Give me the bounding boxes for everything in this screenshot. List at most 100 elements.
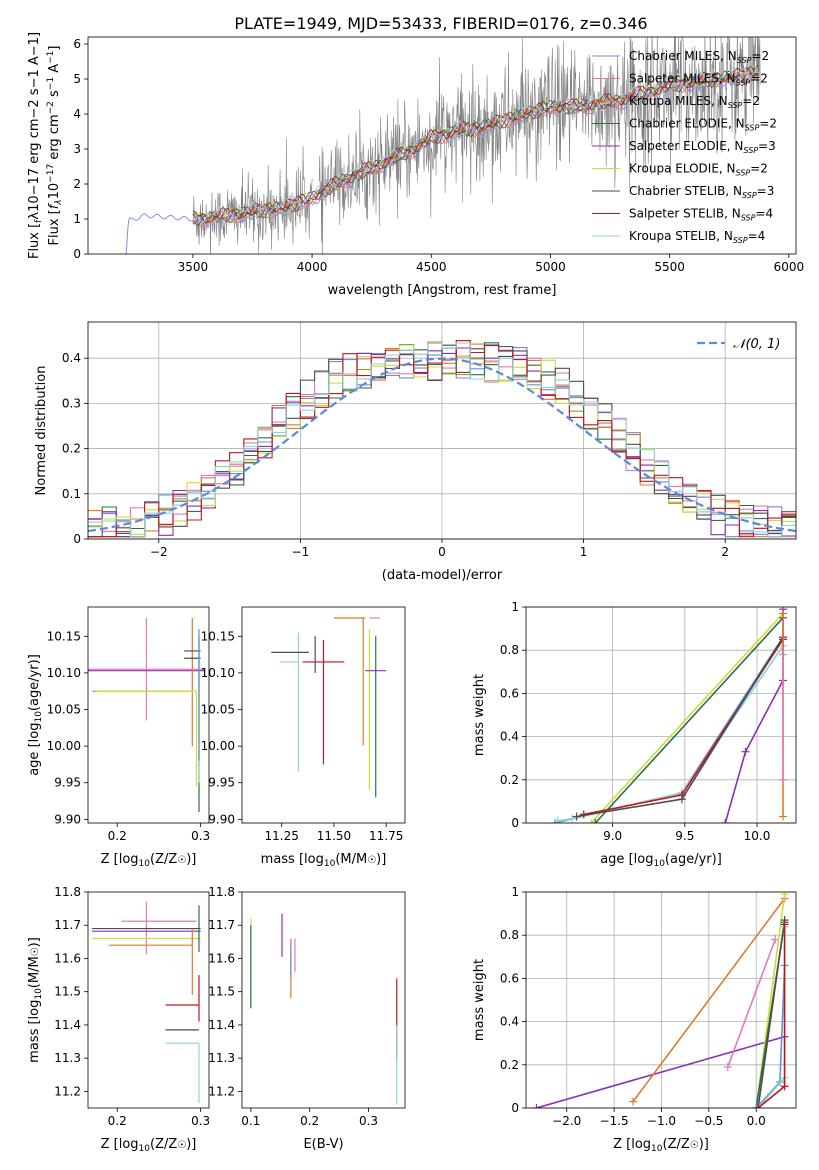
histogram-8: [88, 342, 796, 538]
y-tick-label: 4: [73, 107, 81, 121]
mass-weight-line: [594, 617, 784, 823]
label-part: 10: [139, 859, 151, 869]
y-tick-label: 11.6: [54, 951, 81, 965]
label-part: A: [47, 64, 62, 77]
y-tick-label: 11.4: [208, 1018, 235, 1032]
y-tick-label: 11.8: [208, 885, 235, 899]
label-part: ]: [27, 32, 42, 37]
legend-label: Chabrier MILES, NSSP=2: [629, 49, 769, 65]
x-tick-label: −1.0: [647, 1114, 676, 1128]
label-part: ]: [47, 46, 62, 51]
y-tick-label: 0: [511, 1101, 519, 1115]
legend-nssp: =4: [755, 207, 773, 221]
label-part: mass [log: [261, 852, 324, 867]
figure-title: PLATE=1949, MJD=53433, FIBERID=0176, z=0…: [234, 14, 647, 33]
y-axis-label: mass weight: [472, 674, 487, 756]
legend-label: Kroupa STELIB, NSSP=4: [629, 229, 765, 245]
label-part: 10: [34, 988, 44, 1000]
axes-frame: 0.1 0.2 0.3 11.2 11.3 11.4 11.5 11.6 11.7 11.8 E(B…: [208, 885, 406, 1152]
axes-frame: 9.0 9.5 10.0 0 0.2 0.4 0.6 0.8 1 age [log10(age/y…: [472, 600, 797, 869]
model-line-2: [192, 70, 760, 227]
x-tick-label: 0.2: [300, 1114, 319, 1128]
y-tick-label: 11.2: [208, 1084, 235, 1098]
x-tick-label: 0: [438, 545, 446, 559]
y-tick-label: 3: [73, 142, 81, 156]
axes-border: [87, 606, 210, 824]
label-part: (M/M: [335, 852, 367, 867]
label-part: (age/yr)]: [665, 852, 722, 867]
label-part: −2: [27, 99, 42, 118]
axes-border: [525, 606, 797, 824]
chart-mass-vs-Z: 0.2 0.3 11.2 11.3 11.4 11.5 11.6 11.7 11.8 Z [log…: [27, 885, 210, 1154]
mass-weight-line: [632, 898, 786, 1102]
y-tick-label: 10.05: [47, 703, 81, 717]
x-tick-label: −0.5: [694, 1114, 723, 1128]
x-tick-label: −2.0: [552, 1114, 581, 1128]
axes-frame: −2 −1 0 1 2 0 0.1 0.2 0.3 0.4 (data-model)/error No…: [34, 321, 797, 583]
y-tick-label: 11.2: [54, 1084, 81, 1098]
label-part: Z [log: [101, 852, 139, 867]
legend-name: Salpeter MILES, N: [629, 72, 736, 86]
grid-lines: [526, 891, 796, 1109]
legend-label: Salpeter MILES, NSSP=2: [629, 72, 768, 88]
chart-spectrum: 3500 4000 4500 5000 5500 6000 0 1 2 3 4 5 6 wavelengt…: [27, 32, 804, 298]
label-part: (age/yr)]: [27, 654, 42, 711]
legend-name: Kroupa MILES, N: [629, 94, 728, 108]
chart-massweight-vs-Z: −2.0 −1.5 −1.0 −0.5 0.0 0 0.2 0.4 0.6 0.8 1 Z [log1…: [472, 885, 797, 1154]
y-axis-label: age [log10(age/yr)]: [27, 654, 44, 776]
legend-name: Chabrier ELODIE, N: [629, 117, 745, 131]
x-tick-label: 4000: [297, 260, 328, 274]
label-part: f: [34, 219, 44, 223]
y-tick-label: 10.10: [201, 666, 235, 680]
y-tick-label: 0.4: [500, 730, 519, 744]
y-tick-label: 0.2: [62, 442, 81, 456]
label-part: −2: [46, 101, 56, 114]
plot-area: [88, 617, 205, 813]
x-tick-label: 4500: [416, 260, 447, 274]
y-tick-label: 11.4: [54, 1018, 81, 1032]
label-part: age [log: [600, 852, 653, 867]
y-tick-label: 1: [511, 600, 519, 614]
y-tick-label: 0.3: [62, 396, 81, 410]
chart-age-vs-Z: 0.2 0.3 9.90 9.95 10.00 10.05 10.10 10.15 Z [log…: [27, 606, 210, 869]
y-tick-label: 11.5: [208, 985, 235, 999]
label-part: (Z/Z: [150, 852, 177, 867]
axes-border: [241, 606, 406, 824]
label-part: 10: [34, 711, 44, 723]
y-axis-label: mass [log10(M/M☉)]: [27, 937, 44, 1063]
axes-frame: 0.2 0.3 11.2 11.3 11.4 11.5 11.6 11.7 11.8 Z [log…: [27, 885, 210, 1154]
axes-frame: 0.2 0.3 9.90 9.95 10.00 10.05 10.10 10.15 Z [log…: [27, 606, 210, 869]
x-tick-label: −1.5: [600, 1114, 629, 1128]
legend-sub: SSP: [736, 79, 751, 88]
x-tick-label: 0.1: [241, 1114, 260, 1128]
y-tick-label: 0: [73, 532, 81, 546]
y-tick-label: 9.90: [54, 812, 81, 826]
x-tick-label: 2: [721, 545, 729, 559]
legend-nssp: =2: [750, 72, 768, 86]
label-part: age [log: [27, 723, 42, 776]
label-part: 10: [324, 859, 336, 869]
label-part: −1: [46, 77, 56, 90]
axes-border: [241, 891, 406, 1109]
mass-weight-line: [727, 939, 776, 1068]
gaussian-curve: [88, 357, 796, 533]
label-part: Flux [: [27, 223, 42, 259]
model-line-3: [192, 68, 760, 226]
y-tick-label: 0.6: [500, 686, 519, 700]
model-line-7: [192, 67, 760, 224]
plot-area: [88, 340, 796, 538]
label-part: 10: [47, 183, 62, 200]
plot-area: [92, 901, 201, 1104]
label-part: λ: [27, 212, 42, 220]
y-tick-label: 10.15: [47, 629, 81, 643]
legend-sub: SSP: [736, 169, 751, 178]
label-part: A: [27, 56, 42, 69]
label-part: 10: [651, 1144, 663, 1154]
x-axis-label: (data-model)/error: [382, 568, 503, 583]
label-part: )]: [699, 1137, 709, 1152]
x-tick-label: 0.2: [108, 829, 127, 843]
label-part: ☉: [30, 947, 41, 956]
histogram-6: [88, 344, 796, 538]
legend-sub: SSP: [742, 191, 757, 200]
